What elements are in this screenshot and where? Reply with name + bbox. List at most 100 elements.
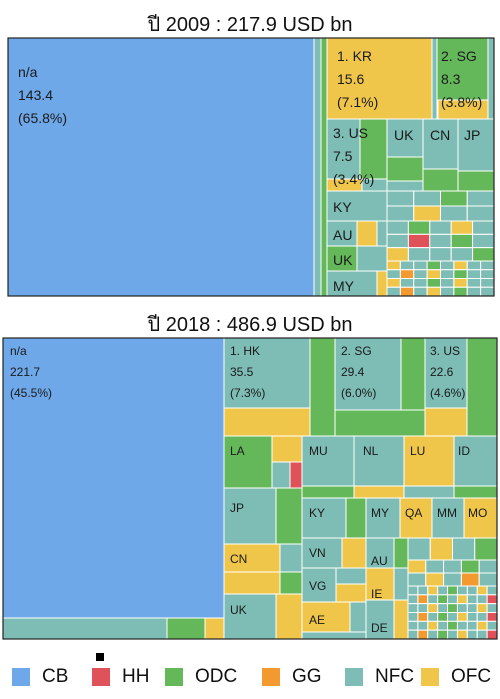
legend-label-nfc: NFC xyxy=(375,666,415,687)
cell-la-2018 xyxy=(223,435,273,489)
treemap-cell xyxy=(393,537,409,569)
treemap-cell xyxy=(271,461,291,489)
legend-label-cb: CB xyxy=(42,666,69,687)
small-cell xyxy=(453,286,468,297)
cell-mu-2018 xyxy=(301,435,355,487)
small-cell xyxy=(460,559,480,574)
treemap-cell xyxy=(301,631,367,640)
treemap-frame-2018 xyxy=(2,337,498,640)
cell-label-1-kr: 1. KR xyxy=(337,48,372,64)
cell-na-2018 xyxy=(2,337,225,619)
cell-label-la: LA xyxy=(230,444,245,458)
small-cell xyxy=(386,247,409,262)
small-cell xyxy=(407,559,427,574)
small-cell xyxy=(472,233,495,249)
cell-au-2018 xyxy=(365,537,395,569)
small-cell xyxy=(386,260,401,271)
cell-label-3-us: 3. US xyxy=(430,344,460,358)
small-cell xyxy=(456,603,468,614)
small-cell xyxy=(450,220,474,235)
small-cell xyxy=(440,278,455,288)
legend-marker xyxy=(96,653,104,661)
treemap-cell xyxy=(356,220,378,247)
treemap-cell xyxy=(279,543,303,573)
treemap-cell xyxy=(341,537,367,569)
small-cell xyxy=(466,286,482,297)
small-cell xyxy=(476,612,488,622)
treemap-cell xyxy=(223,571,281,595)
cell-label-vn: VN xyxy=(309,546,326,560)
cell-label-1-hk: (7.3%) xyxy=(230,386,265,400)
legend-swatch-ofc xyxy=(421,668,439,686)
treemap-cell xyxy=(275,487,303,545)
small-cell xyxy=(437,585,449,596)
small-cell xyxy=(466,585,478,596)
small-cell xyxy=(474,537,498,561)
small-cell xyxy=(427,612,439,622)
small-cell xyxy=(486,620,498,631)
cell-label-uk: UK xyxy=(333,252,353,268)
legend-label-odc: ODC xyxy=(195,666,238,687)
small-cell xyxy=(425,572,445,587)
treemap-cell xyxy=(386,180,424,192)
cell-label-vg: VG xyxy=(309,579,326,593)
treemap-cell xyxy=(271,435,303,463)
small-cell xyxy=(407,585,419,596)
treemap-cell xyxy=(393,567,409,601)
cell-label-n-a: 143.4 xyxy=(18,87,53,103)
cell-label-2-sg: (6.0%) xyxy=(341,386,376,400)
treemap-cell xyxy=(356,245,388,272)
treemap-cell xyxy=(487,37,495,120)
treemap-cell xyxy=(301,485,355,499)
cell-label-ky: KY xyxy=(309,506,325,520)
treemap-cell xyxy=(376,220,388,247)
cell-label-id: ID xyxy=(458,444,470,458)
small-cell xyxy=(386,205,415,222)
treemap-cell xyxy=(353,485,405,499)
small-cell xyxy=(413,269,428,279)
small-cell xyxy=(486,603,498,614)
cell-label-mo: MO xyxy=(468,506,487,520)
cell-label-jp: JP xyxy=(464,127,480,143)
cell-label-mm: MM xyxy=(437,506,457,520)
small-cell xyxy=(476,585,488,596)
small-cell xyxy=(453,269,468,279)
treemap-cell xyxy=(403,485,455,499)
small-cell xyxy=(386,233,409,249)
small-cell xyxy=(456,594,468,605)
cell-de-2018 xyxy=(365,599,395,640)
cell-label-de: DE xyxy=(371,621,388,635)
small-cell xyxy=(399,260,415,271)
small-cell xyxy=(426,260,441,271)
small-cell xyxy=(407,629,419,640)
small-cell xyxy=(450,247,474,262)
treemap-cell xyxy=(349,601,367,633)
small-cell xyxy=(417,612,429,622)
small-cell xyxy=(466,629,478,640)
cell-label-my: MY xyxy=(333,278,355,294)
small-cell xyxy=(466,620,478,631)
cell-jp-2018 xyxy=(223,487,277,545)
small-cell xyxy=(386,286,401,297)
cell-my-2018 xyxy=(365,497,401,539)
cell-ae-2018 xyxy=(301,601,351,633)
cell-label-jp: JP xyxy=(230,501,244,515)
treemap-cell xyxy=(309,337,336,437)
treemap-cell xyxy=(275,593,303,640)
small-cell xyxy=(486,594,498,605)
small-cell xyxy=(417,594,429,605)
cell-label-nl: NL xyxy=(363,444,379,458)
treemap-cell xyxy=(204,617,225,640)
small-cell xyxy=(453,260,468,271)
treemap-cell xyxy=(320,37,328,297)
small-cell xyxy=(456,585,468,596)
small-cell xyxy=(466,594,478,605)
cell-nl-2018 xyxy=(353,435,405,487)
cell-label-2-sg: 2. SG xyxy=(441,48,477,64)
chart-title-2018: ปี 2018 : 486.9 USD bn xyxy=(147,314,353,336)
small-cell xyxy=(413,205,441,222)
small-cell xyxy=(386,269,401,279)
small-cell xyxy=(407,247,431,262)
cell-cn-2009 xyxy=(422,118,459,170)
cell-label-1-kr: 15.6 xyxy=(337,71,364,87)
